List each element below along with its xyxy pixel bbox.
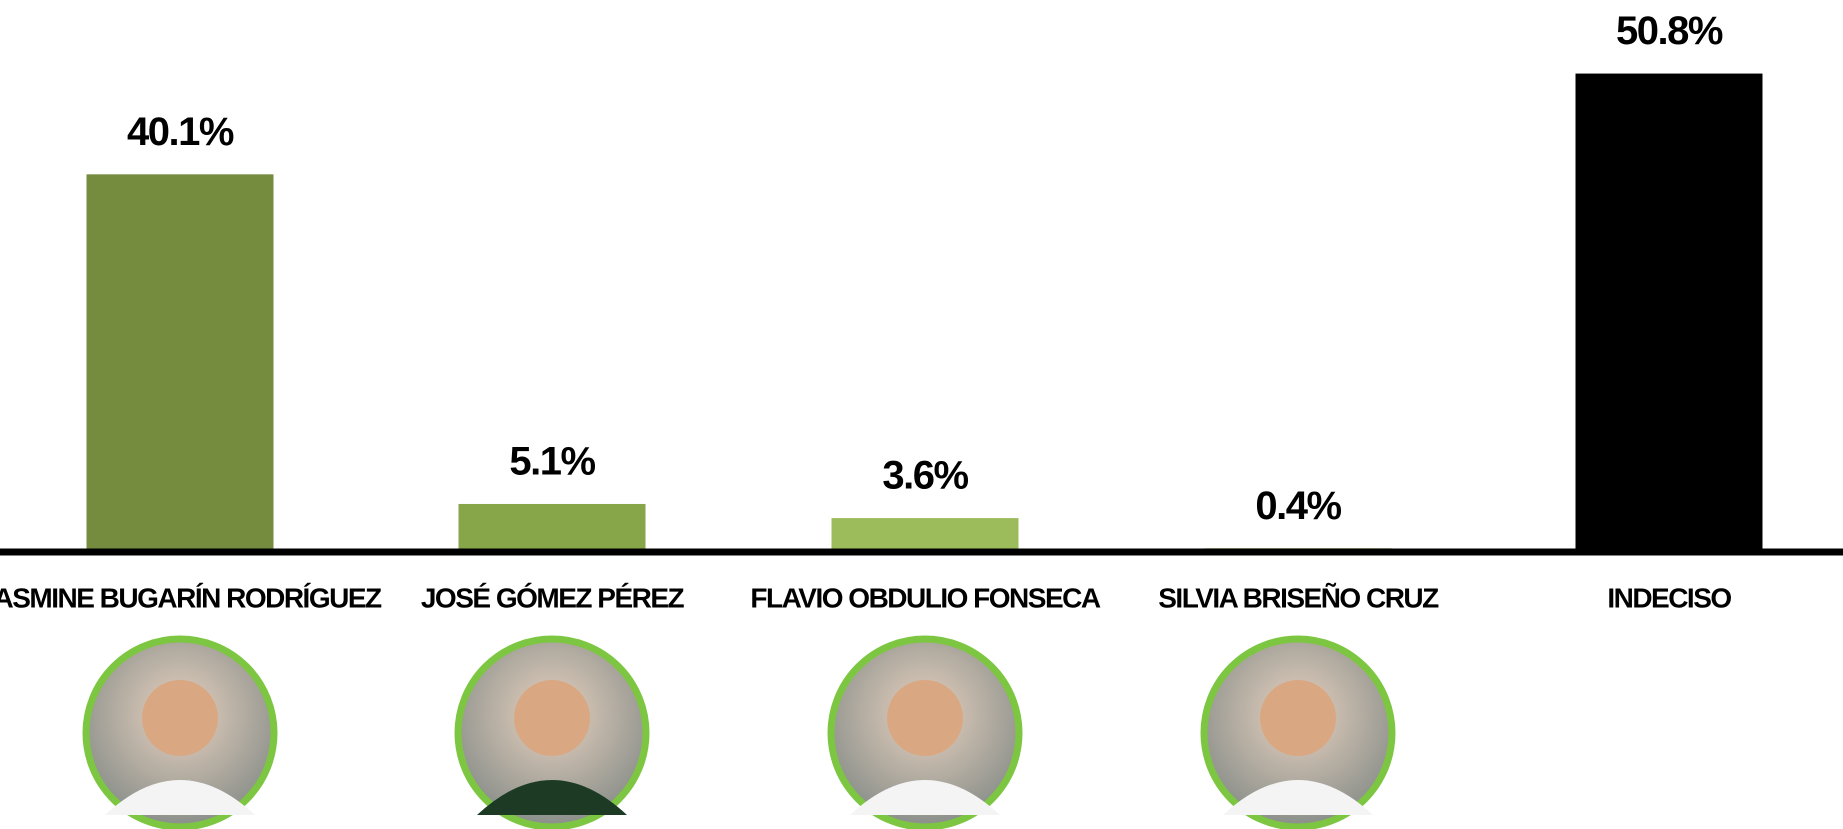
category-label: JOSÉ GÓMEZ PÉREZ	[421, 582, 685, 613]
category-label: SILVIA BRISEÑO CRUZ	[1158, 582, 1439, 613]
photo-face	[514, 680, 590, 756]
photo-face	[887, 680, 963, 756]
chart: 40.1% JASMINE BUGARÍN RODRÍGUEZ 5.1% JOSÉ G…	[0, 0, 1843, 829]
photo-face	[142, 680, 218, 756]
bar	[1576, 74, 1763, 552]
category-label: FLAVIO OBDULIO FONSECA	[750, 582, 1100, 613]
value-label: 50.8%	[1616, 9, 1723, 53]
category-label: JASMINE BUGARÍN RODRÍGUEZ	[0, 582, 382, 613]
bar	[832, 518, 1019, 552]
value-label: 3.6%	[882, 454, 968, 498]
bar	[87, 174, 274, 552]
bar	[459, 504, 646, 552]
value-label: 0.4%	[1255, 484, 1341, 528]
value-label: 40.1%	[127, 110, 234, 154]
photo-face	[1260, 680, 1336, 756]
value-label: 5.1%	[509, 440, 595, 484]
page: 40.1% JASMINE BUGARÍN RODRÍGUEZ 5.1% JOSÉ G…	[0, 0, 1843, 829]
category-label: INDECISO	[1607, 582, 1731, 613]
